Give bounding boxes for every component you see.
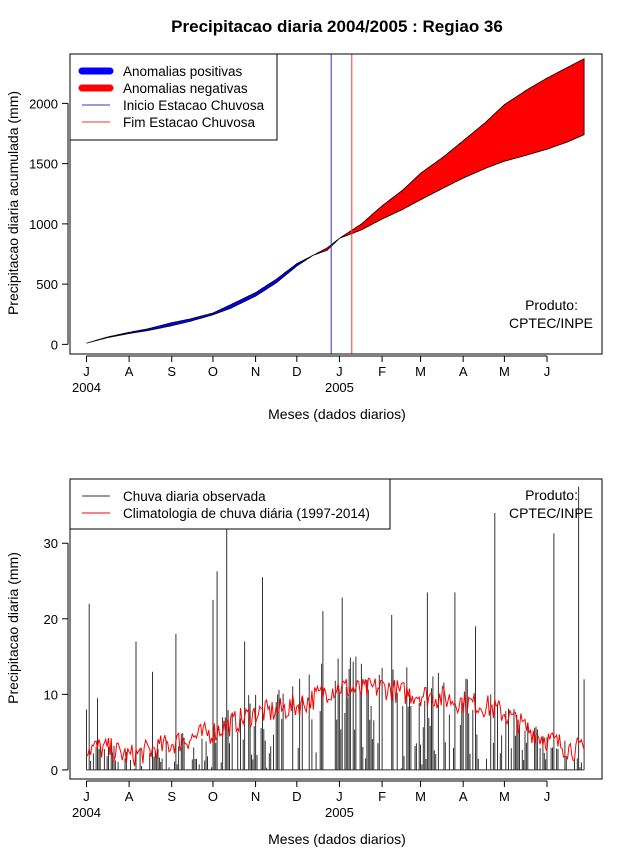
- chart2-y-label: Precipitacao diaria (mm): [5, 552, 21, 704]
- chart1-x-tick-label: S: [167, 364, 176, 379]
- chart1-y-label: Precipitacao diaria acumulada (mm): [5, 91, 21, 315]
- legend-label-season-start: Inicio Estacao Chuvosa: [123, 98, 265, 113]
- chart1-x-tick-label: A: [459, 364, 468, 379]
- chart1-product-label: Produto:: [525, 297, 578, 313]
- negative-anomaly-area: [317, 58, 585, 255]
- legend-label-negative: Anomalias negativas: [123, 81, 248, 96]
- chart1-legend: Anomalias positivas Anomalias negativas …: [69, 53, 278, 141]
- chart2-x-tick-label: O: [208, 789, 218, 804]
- chart1-y-tick-label: 1000: [29, 217, 58, 232]
- chart1-x-tick-label: J: [83, 364, 90, 379]
- chart2-x-tick-label: M: [415, 789, 426, 804]
- chart1-y-tick-label: 1500: [29, 157, 58, 172]
- chart2-x-tick-label: A: [125, 789, 134, 804]
- chart2-year-label: 2005: [325, 805, 354, 820]
- chart2-x-tick-label: F: [378, 789, 386, 804]
- legend-label-climatology: Climatologia de chuva diária (1997-2014): [123, 506, 370, 521]
- chart1-x-tick-label: J: [336, 364, 343, 379]
- chart2-product-label: Produto:: [525, 487, 578, 503]
- chart1-year-label: 2005: [325, 380, 354, 395]
- chart2-plot-area: [86, 486, 585, 771]
- chart1-x-tick-label: A: [125, 364, 134, 379]
- chart2-legend-box: [69, 478, 391, 530]
- legend-label-positive: Anomalias positivas: [123, 64, 243, 79]
- chart2-y-tick-label: 20: [44, 612, 58, 627]
- chart1-x-tick-label: D: [292, 364, 301, 379]
- chart2-legend: Chuva diaria observada Climatologia de c…: [69, 478, 391, 530]
- chart1-frame: [69, 53, 603, 355]
- chart2-x-tick-label: D: [292, 789, 301, 804]
- chart2-x-tick-label: A: [459, 789, 468, 804]
- chart2-x-tick-label: M: [499, 789, 510, 804]
- legend-label-observed: Chuva diaria observada: [123, 489, 266, 504]
- chart1-x-tick-label: M: [415, 364, 426, 379]
- chart2-x-tick-label: J: [544, 789, 551, 804]
- chart1-x-tick-label: M: [499, 364, 510, 379]
- chart2-x-tick-label: N: [251, 789, 260, 804]
- chart1-y-tick-label: 500: [36, 277, 58, 292]
- chart1-x-label: Meses (dados diarios): [268, 406, 406, 422]
- positive-anomaly-area: [86, 252, 318, 344]
- chart1-x-tick-label: N: [251, 364, 260, 379]
- chart2-year-label: 2004: [72, 805, 101, 820]
- chart2-x-tick-label: J: [336, 789, 343, 804]
- chart2-x-label: Meses (dados diarios): [268, 831, 406, 847]
- chart2-y-tick-label: 0: [51, 763, 58, 778]
- chart1-y-tick-label: 2000: [29, 96, 58, 111]
- chart1-x-tick-label: O: [208, 364, 218, 379]
- chart1-product-org: CPTEC/INPE: [509, 315, 593, 331]
- chart2-y-tick-label: 10: [44, 687, 58, 702]
- chart2-x-tick-label: S: [167, 789, 176, 804]
- chart2-y-tick-label: 30: [44, 536, 58, 551]
- chart1-year-label: 2004: [72, 380, 101, 395]
- chart1-y-tick-label: 0: [51, 337, 58, 352]
- climatology-line: [86, 677, 585, 767]
- chart1-title: Precipitacao diaria 2004/2005 : Regiao 3…: [171, 17, 503, 36]
- legend-label-season-end: Fim Estacao Chuvosa: [123, 115, 256, 130]
- chart1-plot-area: [86, 54, 585, 354]
- chart2-x-tick-label: J: [83, 789, 90, 804]
- chart1-x-tick-label: F: [378, 364, 386, 379]
- chart2-product-org: CPTEC/INPE: [509, 505, 593, 521]
- chart1-x-tick-label: J: [544, 364, 551, 379]
